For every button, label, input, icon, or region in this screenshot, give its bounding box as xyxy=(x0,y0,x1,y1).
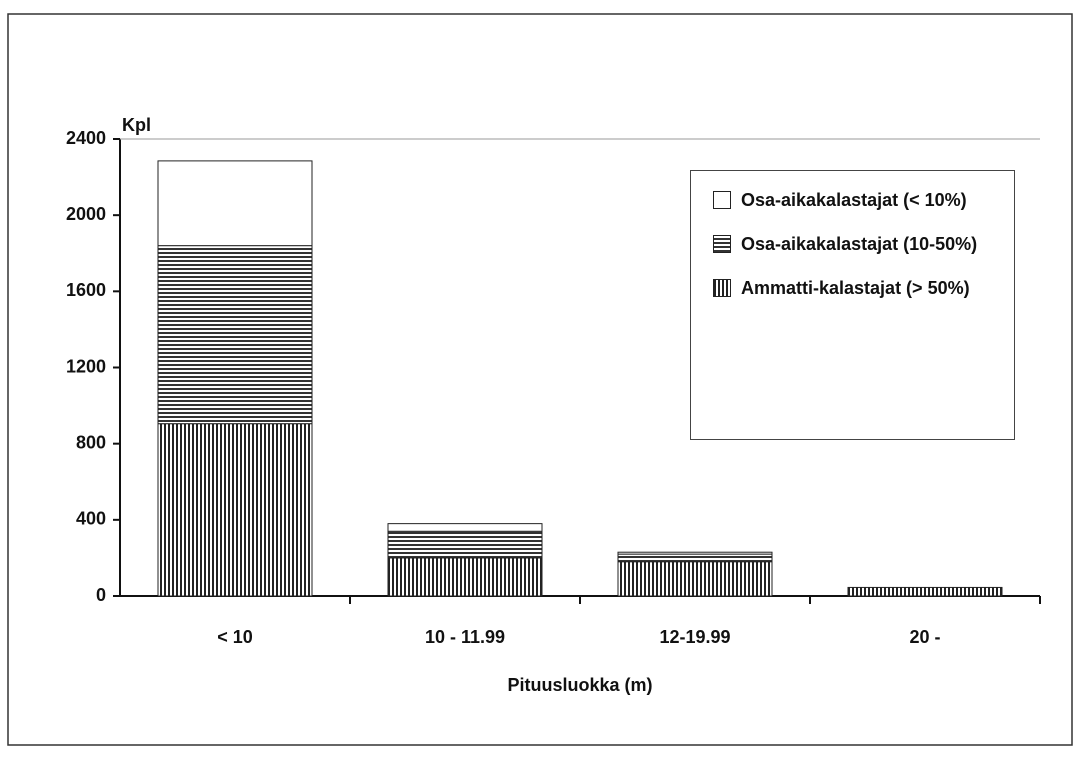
bar-segment xyxy=(157,423,313,597)
x-tick-label: 10 - 11.99 xyxy=(425,627,505,647)
y-tick-label: 800 xyxy=(76,432,106,452)
y-tick-label: 0 xyxy=(96,585,106,605)
legend-swatch xyxy=(713,235,731,253)
bar-segment xyxy=(617,553,773,563)
bar-segment xyxy=(617,551,773,555)
x-tick-label: < 10 xyxy=(217,627,253,647)
bar-segment xyxy=(387,530,543,559)
frame xyxy=(7,13,1073,746)
legend: Osa-aikakalastajat (< 10%) Osa-aikakalast… xyxy=(690,170,1015,440)
y-tick-label: 400 xyxy=(76,509,106,529)
legend-swatch xyxy=(713,279,731,297)
bar-segment xyxy=(617,561,773,597)
legend-entry: Osa-aikakalastajat (10-50%) xyxy=(713,231,1004,257)
y-tick-label: 1600 xyxy=(66,280,106,300)
bar-segment xyxy=(387,557,543,597)
legend-entry: Ammatti-kalastajat (> 50%) xyxy=(713,275,1004,301)
legend-label: Osa-aikakalastajat (10-50%) xyxy=(741,234,978,254)
y-tick-label: 1200 xyxy=(66,356,106,376)
bar-segment xyxy=(157,245,313,425)
legend-swatch xyxy=(713,191,731,209)
bar-segment xyxy=(847,586,1003,597)
bar-segment xyxy=(387,523,543,532)
legend-entry: Osa-aikakalastajat (< 10%) xyxy=(713,187,1004,213)
y-tick-label: 2000 xyxy=(66,204,106,224)
x-tick-label: 12-19.99 xyxy=(659,627,730,647)
legend-label: Ammatti-kalastajat (> 50%) xyxy=(741,278,970,298)
legend-label: Osa-aikakalastajat (< 10%) xyxy=(741,190,967,210)
bar-segment xyxy=(157,160,313,247)
y-axis-label: Kpl xyxy=(122,115,151,135)
y-tick-label: 2400 xyxy=(66,128,106,148)
x-axis-label: Pituusluokka (m) xyxy=(507,675,652,695)
x-tick-label: 20 - xyxy=(909,627,940,647)
